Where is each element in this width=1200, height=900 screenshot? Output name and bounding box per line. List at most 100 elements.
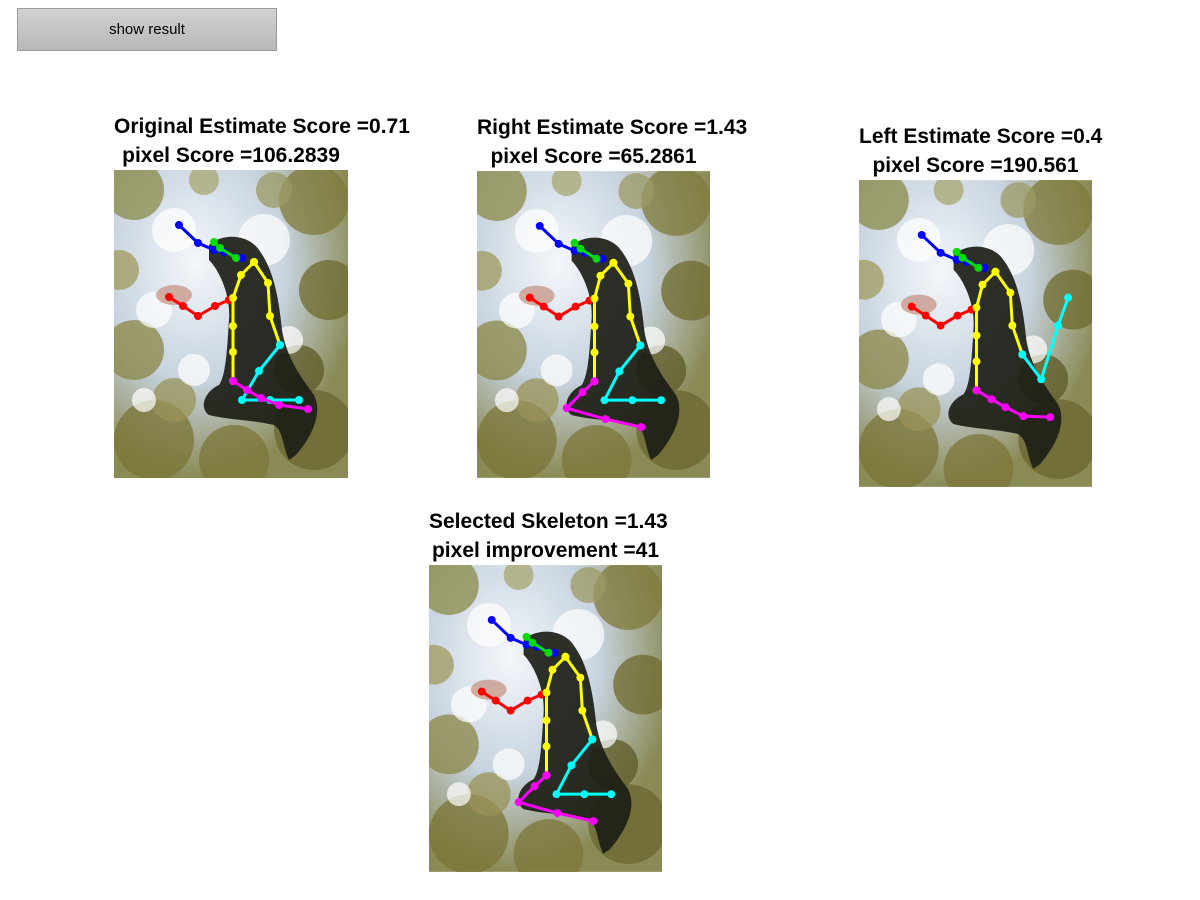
skeleton-joint	[952, 255, 961, 264]
skeleton-joint	[624, 279, 633, 288]
skeleton-joint	[1001, 403, 1010, 412]
original-pixel-score-text: pixel Score =106.2839	[122, 144, 340, 167]
skeleton-joint	[592, 254, 601, 263]
skeleton-joint	[295, 396, 303, 404]
skeleton-joint	[232, 254, 240, 262]
skeleton-joint	[958, 253, 967, 262]
skeleton-joint	[528, 638, 537, 647]
panel-original-title: Original Estimate Score =0.71 pixel Scor…	[114, 112, 410, 170]
skeleton-joint	[1006, 288, 1015, 297]
skeleton-joint	[972, 303, 981, 312]
skeleton-joint	[477, 687, 486, 696]
skeleton-joint	[972, 357, 981, 366]
skeleton-joint	[255, 367, 263, 375]
right-estimate-image	[477, 171, 710, 478]
skeleton-joint	[487, 615, 496, 624]
skeleton-joint	[578, 388, 587, 397]
skeleton-joint	[589, 817, 598, 826]
skeleton-joint	[917, 230, 926, 239]
skeleton-joint	[506, 706, 515, 715]
skeleton-joint	[542, 688, 551, 697]
right-score-text: Right Estimate Score =1.43	[477, 116, 748, 139]
panel-selected-title: Selected Skeleton =1.43 pixel improvemen…	[429, 507, 668, 565]
skeleton-joint	[304, 405, 312, 413]
skeleton-joint	[607, 790, 616, 799]
skeleton-joint	[266, 312, 274, 320]
selected-pixel-improvement-text: pixel improvement =41	[431, 539, 659, 562]
skeleton-limb-yellow-r	[993, 270, 1024, 356]
skeleton-overlay	[477, 615, 616, 826]
skeleton-joint	[1019, 412, 1028, 421]
selected-skeleton-image	[429, 565, 662, 872]
skeleton-joint	[991, 267, 1000, 276]
skeleton-joint	[535, 221, 544, 230]
left-pixel-score-text: pixel Score =190.561	[872, 154, 1079, 177]
skeleton-joint	[974, 263, 983, 272]
skeleton-joint	[523, 696, 532, 705]
skeleton-joint	[637, 423, 646, 432]
skeleton-joint	[194, 239, 202, 247]
panel-right-title: Right Estimate Score =1.43 pixel Score =…	[477, 113, 748, 171]
skeleton-joint	[210, 238, 218, 246]
skeleton-joint	[491, 696, 500, 705]
skeleton-joint	[562, 404, 571, 413]
skeleton-joint	[580, 790, 589, 799]
right-pixel-score-text: pixel Score =65.2861	[490, 145, 697, 168]
skeleton-limb-yellow-r	[563, 655, 594, 741]
skeleton-joint	[936, 248, 945, 257]
skeleton-joint	[601, 415, 610, 424]
skeleton-joint	[553, 809, 562, 818]
skeleton-joint	[243, 386, 251, 394]
skeleton-joint	[1037, 375, 1046, 384]
skeleton-joint	[590, 348, 599, 357]
skeleton-joint	[194, 312, 202, 320]
panel-right-estimate: Right Estimate Score =1.43 pixel Score =…	[477, 113, 748, 478]
skeleton-joint	[921, 311, 930, 320]
skeleton-joint	[571, 302, 580, 311]
skeleton-joint	[276, 341, 284, 349]
skeleton-joint	[561, 652, 570, 661]
skeleton-joint	[576, 244, 585, 253]
original-score-text: Original Estimate Score =0.71	[114, 115, 410, 138]
skeleton-joint	[514, 798, 523, 807]
skeleton-joint	[522, 632, 531, 641]
left-estimate-image	[859, 180, 1092, 487]
original-estimate-image	[114, 170, 348, 478]
skeleton-limb-cyan	[1020, 296, 1070, 381]
skeleton-joint	[936, 321, 945, 330]
skeleton-joint	[567, 761, 576, 770]
skeleton-joint	[211, 302, 219, 310]
skeleton-joint	[907, 302, 916, 311]
skeleton-overlay	[907, 230, 1073, 422]
skeleton-joint	[596, 271, 605, 280]
skeleton-joint	[570, 238, 579, 247]
skeleton-joint	[238, 254, 246, 262]
skeleton-joint	[165, 293, 173, 301]
panel-left-title: Left Estimate Score =0.4 pixel Score =19…	[859, 122, 1102, 180]
skeleton-joint	[578, 706, 587, 715]
skeleton-joint	[1064, 293, 1073, 302]
skeleton-joint	[590, 377, 599, 386]
skeleton-joint	[626, 312, 635, 321]
skeleton-joint	[257, 394, 265, 402]
skeleton-joint	[250, 258, 258, 266]
skeleton-joint	[576, 673, 585, 682]
skeleton-joint	[570, 246, 579, 255]
skeleton-joint	[615, 367, 624, 376]
skeleton-joint	[525, 293, 534, 302]
skeleton-joint	[628, 396, 637, 405]
skeleton-joint	[542, 771, 551, 780]
selected-score-text: Selected Skeleton =1.43	[429, 510, 668, 533]
skeleton-joint	[636, 341, 645, 350]
skeleton-joint	[972, 386, 981, 395]
show-result-button[interactable]: show result	[17, 8, 277, 51]
skeleton-joint	[542, 742, 551, 751]
skeleton-joint	[175, 221, 183, 229]
skeleton-joint	[554, 312, 563, 321]
skeleton-joint	[548, 665, 557, 674]
skeleton-joint	[554, 239, 563, 248]
skeleton-joint	[978, 280, 987, 289]
skeleton-joint	[1054, 321, 1063, 330]
skeleton-joint	[1008, 321, 1017, 330]
skeleton-joint	[588, 735, 597, 744]
